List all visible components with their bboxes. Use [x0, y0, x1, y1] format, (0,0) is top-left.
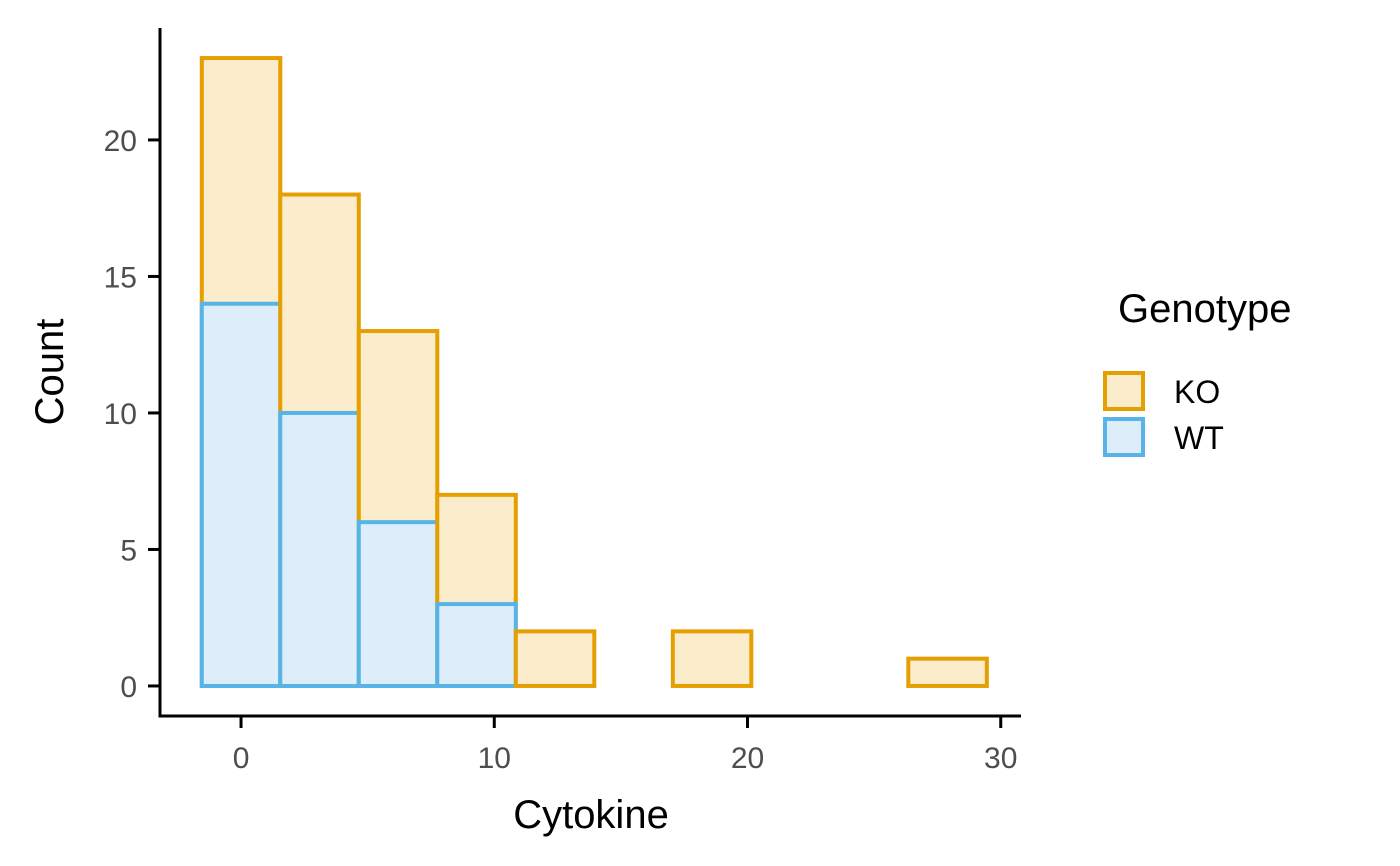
legend-label-wt: WT — [1174, 420, 1224, 456]
y-ticks: 0 5 10 15 20 — [104, 125, 160, 704]
legend-key-ko — [1103, 371, 1145, 411]
legend-key-wt — [1103, 417, 1145, 457]
y-tick-label: 20 — [104, 125, 137, 158]
y-tick-label: 0 — [120, 671, 137, 704]
y-tick-label: 5 — [120, 534, 137, 567]
bar-ko — [513, 629, 597, 688]
bar-ko — [906, 656, 989, 688]
legend: Genotype KO WT — [1103, 287, 1291, 457]
x-axis-title: Cytokine — [513, 793, 669, 837]
bar-wt — [199, 301, 283, 688]
legend-keys: KO WT — [1103, 371, 1224, 457]
bar-wt — [435, 602, 518, 688]
bar-wt — [356, 520, 440, 688]
bar-wt — [278, 410, 361, 688]
x-tick-label: 10 — [478, 742, 511, 775]
legend-title: Genotype — [1118, 287, 1291, 331]
bar-ko — [670, 629, 754, 688]
y-tick-label: 15 — [104, 261, 137, 294]
y-axis-title: Count — [28, 319, 72, 426]
y-tick-label: 10 — [104, 398, 137, 431]
legend-label-ko: KO — [1174, 374, 1220, 410]
x-ticks: 0 10 20 30 — [233, 716, 1017, 775]
x-tick-label: 20 — [731, 742, 764, 775]
x-tick-label: 0 — [233, 742, 250, 775]
x-tick-label: 30 — [984, 742, 1017, 775]
bars-layer — [199, 56, 989, 688]
